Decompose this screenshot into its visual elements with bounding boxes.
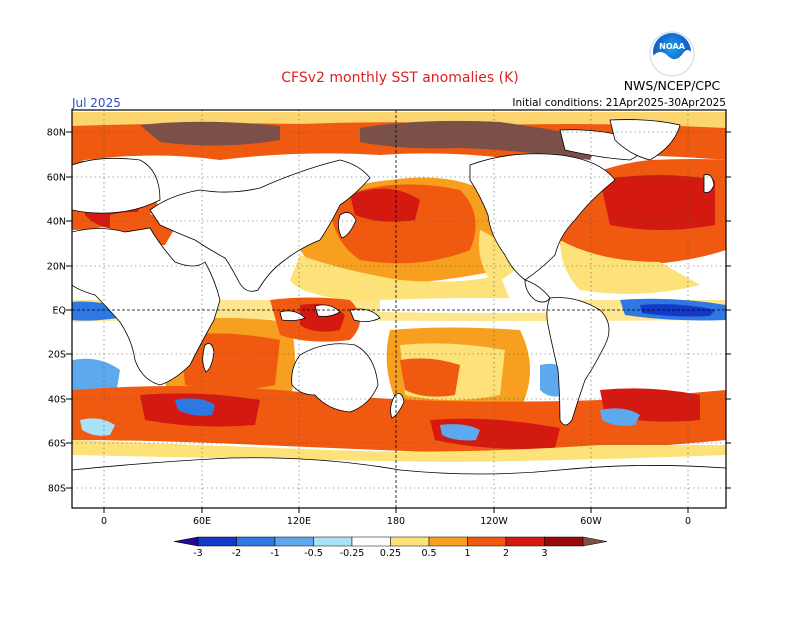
colorbar-label: -0.5	[304, 548, 323, 559]
lon-tick-label: 60W	[580, 516, 602, 527]
lon-tick-label: 60E	[193, 516, 211, 527]
land-masses	[72, 119, 726, 508]
sst-map	[72, 110, 726, 508]
equator-dateline	[72, 110, 726, 508]
colorbar-label: 2	[503, 548, 509, 559]
lat-tick-label: 80N	[47, 128, 66, 139]
lat-tick-label: 80S	[48, 484, 66, 495]
lat-tick-label: 20N	[47, 262, 66, 273]
lon-tick-label: 0	[685, 516, 691, 527]
lon-tick-label: 120E	[287, 516, 311, 527]
lat-tick-label: EQ	[53, 306, 66, 317]
map-frame	[71, 109, 727, 509]
colorbar-swatch	[390, 536, 430, 547]
colorbar-label: 3	[541, 548, 547, 559]
forecast-month: Jul 2025	[71, 96, 121, 110]
colorbar-swatch	[467, 536, 507, 547]
colorbar-label: 1	[464, 548, 470, 559]
colorbar-label: -1	[270, 548, 279, 559]
colorbar-swatch	[505, 536, 545, 547]
noaa-logo-text: NOAA	[659, 42, 685, 51]
colorbar-swatch	[236, 536, 276, 547]
lat-tick-label: 60S	[48, 439, 66, 450]
colorbar-label: 0.25	[380, 548, 401, 559]
initial-conditions: Initial conditions: 21Apr2025-30Apr2025	[512, 97, 726, 109]
lat-tick-label: 40N	[47, 217, 66, 228]
chart-title: CFSv2 monthly SST anomalies (K)	[281, 70, 518, 86]
colorbar-swatch	[197, 536, 237, 547]
colorbar-swatch	[173, 536, 199, 547]
colorbar-legend: -3 -2 -1 -0.5 -0.25 0.25 0.5 1 2 3	[173, 536, 608, 559]
latitude-axis: 80N 60N 40N 20N EQ 20S 40S 60S 80S	[47, 128, 731, 495]
colorbar-label: -2	[232, 548, 241, 559]
colorbar-label: -3	[193, 548, 202, 559]
lat-tick-label: 60N	[47, 173, 66, 184]
organization-label: NWS/NCEP/CPC	[624, 78, 721, 93]
lon-tick-label: 180	[387, 516, 405, 527]
colorbar-swatch	[582, 536, 608, 547]
lat-tick-label: 40S	[48, 395, 66, 406]
colorbar-swatch	[274, 536, 314, 547]
colorbar-swatch	[351, 536, 391, 547]
longitude-axis: 0 60E 120E 180 120W 60W 0	[101, 508, 691, 527]
colorbar-label: 0.5	[421, 548, 436, 559]
colorbar-swatch	[313, 536, 353, 547]
lon-tick-label: 120W	[480, 516, 508, 527]
lat-tick-label: 20S	[48, 350, 66, 361]
colorbar-swatch	[544, 536, 584, 547]
colorbar-swatch	[428, 536, 468, 547]
lon-tick-label: 0	[101, 516, 107, 527]
colorbar-label: -0.25	[340, 548, 365, 559]
map-gridlines	[72, 110, 726, 508]
noaa-logo-icon: NOAA	[649, 31, 695, 77]
